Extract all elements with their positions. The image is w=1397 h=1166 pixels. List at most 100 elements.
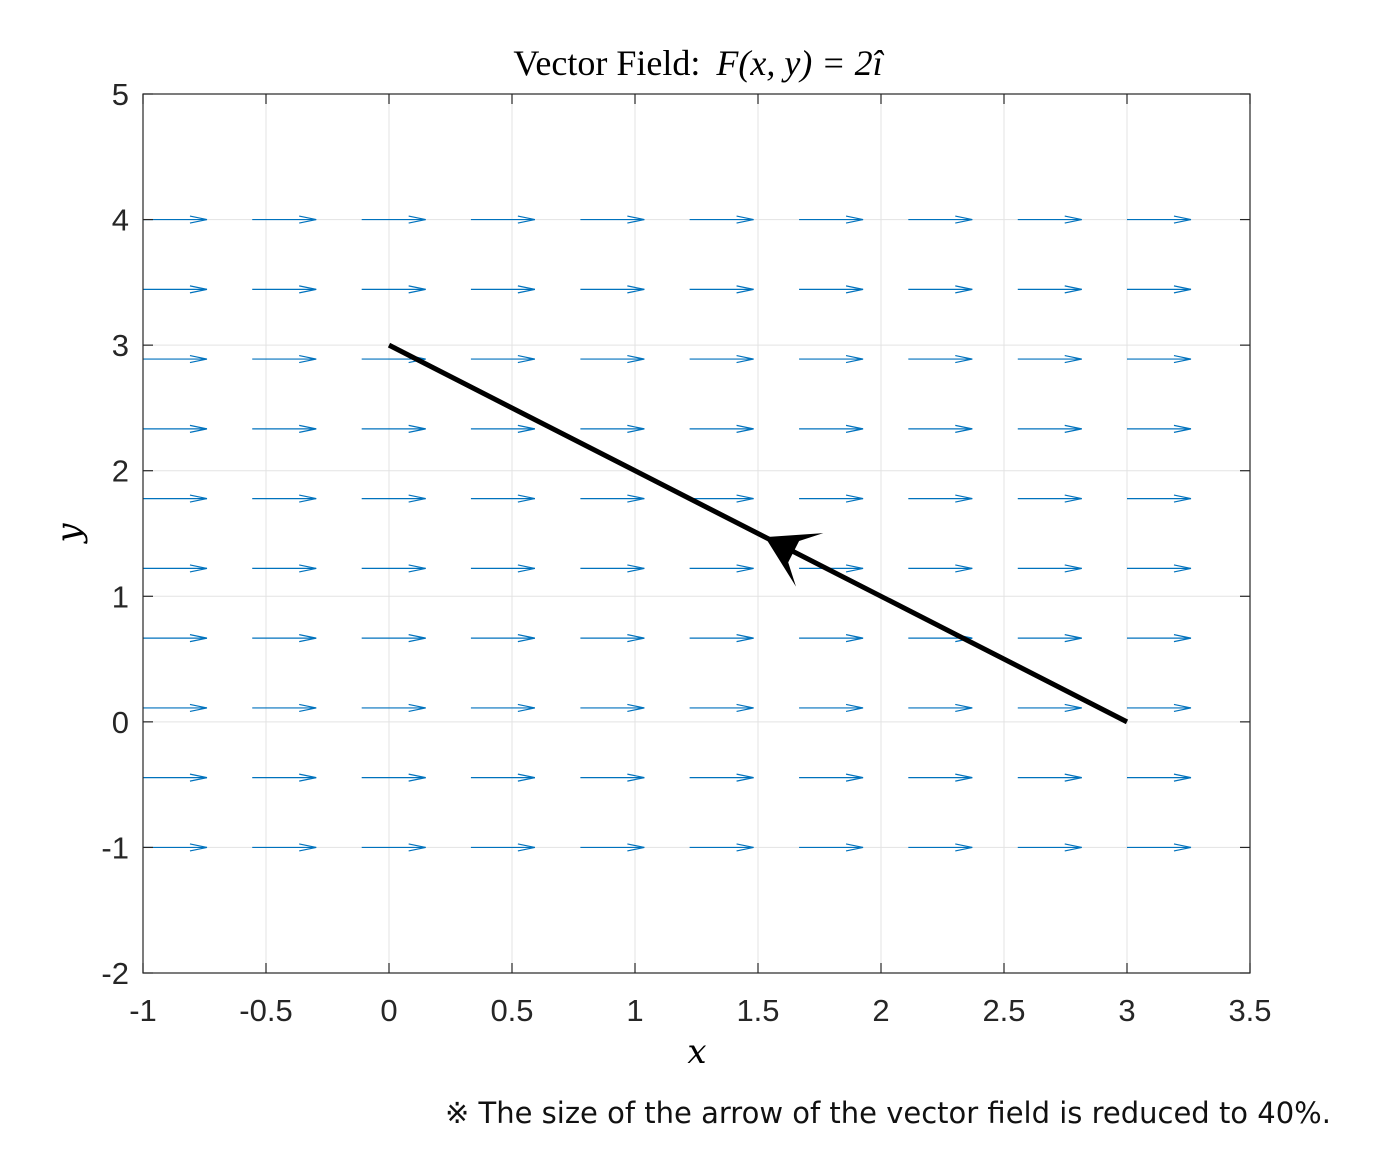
y-tick-label: -2: [101, 956, 129, 991]
field-arrow: [252, 564, 317, 573]
field-arrow: [143, 424, 208, 433]
x-tick-label: 3: [1118, 993, 1135, 1028]
field-arrow: [689, 285, 754, 294]
field-arrow: [470, 703, 535, 713]
chart-title: Vector Field: F(x, y) = 2î: [513, 43, 884, 83]
field-arrow: [252, 703, 317, 713]
field-arrow: [799, 843, 864, 852]
field-arrow: [689, 703, 754, 713]
path-line: [387, 342, 1129, 725]
field-arrow: [689, 354, 754, 364]
field-arrow: [470, 773, 535, 782]
field-arrow: [799, 424, 864, 433]
field-arrow: [689, 773, 754, 782]
field-arrow: [1127, 773, 1192, 782]
x-tick-label: 0.5: [490, 993, 533, 1028]
path-curve: [387, 342, 1129, 725]
field-arrow: [143, 285, 208, 294]
chart-title-prefix: Vector Field:: [513, 43, 700, 83]
field-arrow: [1127, 285, 1192, 294]
field-arrow: [143, 773, 208, 782]
field-arrow: [361, 843, 426, 852]
field-arrow: [689, 843, 754, 852]
y-tick-label: 2: [112, 454, 129, 489]
field-arrow: [252, 285, 317, 294]
field-arrow: [689, 424, 754, 433]
field-arrow: [361, 285, 426, 294]
chart-title-formula: F(x, y) = 2î: [715, 43, 884, 83]
field-arrow: [908, 354, 973, 364]
field-arrow: [361, 634, 426, 643]
field-arrow: [470, 634, 535, 643]
field-arrow: [143, 634, 208, 643]
field-arrow: [143, 354, 208, 364]
field-arrow: [252, 424, 317, 433]
field-arrow: [1017, 424, 1082, 433]
field-arrow: [470, 285, 535, 294]
field-arrow: [252, 634, 317, 643]
field-arrow: [908, 285, 973, 294]
x-tick-label: 0: [380, 993, 397, 1028]
footnote: ※ The size of the arrow of the vector fi…: [445, 1096, 1331, 1130]
field-arrow: [1017, 285, 1082, 294]
field-arrow: [799, 703, 864, 713]
y-tick-label: 3: [112, 328, 129, 363]
y-tick-label: 5: [112, 77, 129, 112]
field-arrow: [143, 843, 208, 852]
x-tick-label: -1: [129, 993, 157, 1028]
field-arrow: [908, 703, 973, 713]
x-tick-label: 2: [872, 993, 889, 1028]
field-arrow: [1127, 703, 1192, 713]
field-arrow: [799, 494, 864, 503]
field-arrow: [580, 215, 645, 224]
field-arrow: [252, 215, 317, 224]
field-arrow: [1127, 424, 1192, 433]
field-arrow: [580, 494, 645, 503]
x-tick-label: 1.5: [736, 993, 779, 1028]
field-arrow: [143, 494, 208, 503]
field-arrow: [580, 773, 645, 782]
field-arrow: [689, 215, 754, 224]
field-arrow: [580, 634, 645, 643]
field-arrow: [143, 564, 208, 573]
field-arrow: [252, 354, 317, 364]
field-arrow: [1127, 494, 1192, 503]
field-arrow: [1017, 703, 1082, 713]
field-arrow: [1017, 494, 1082, 503]
y-tick-label: -1: [101, 830, 129, 865]
field-arrow: [361, 424, 426, 433]
field-arrow: [361, 494, 426, 503]
field-arrow: [908, 564, 973, 573]
field-arrow: [580, 843, 645, 852]
path-direction-marker: [765, 533, 824, 587]
field-arrow: [470, 354, 535, 364]
field-arrow: [1017, 843, 1082, 852]
field-arrow: [470, 215, 535, 224]
field-arrow: [580, 564, 645, 573]
field-arrow: [1017, 634, 1082, 643]
y-axis-label: y: [49, 523, 89, 545]
field-arrow: [252, 843, 317, 852]
field-arrow: [1127, 354, 1192, 364]
x-tick-label: 2.5: [982, 993, 1025, 1028]
field-arrow: [580, 703, 645, 713]
field-arrow: [908, 424, 973, 433]
field-arrow: [361, 215, 426, 224]
field-arrow: [143, 215, 208, 224]
field-arrow: [799, 215, 864, 224]
field-arrow: [689, 634, 754, 643]
field-arrow: [470, 843, 535, 852]
field-arrow: [1017, 354, 1082, 364]
x-tick-label: -0.5: [239, 993, 292, 1028]
y-tick-label: 0: [112, 705, 129, 740]
field-arrow: [470, 564, 535, 573]
plot-area: [143, 94, 1250, 973]
field-arrow: [908, 494, 973, 503]
field-arrow: [1017, 215, 1082, 224]
field-arrow: [908, 843, 973, 852]
field-arrow: [580, 424, 645, 433]
field-arrow: [361, 773, 426, 782]
vector-field-arrows: [143, 215, 1192, 852]
field-arrow: [689, 564, 754, 573]
